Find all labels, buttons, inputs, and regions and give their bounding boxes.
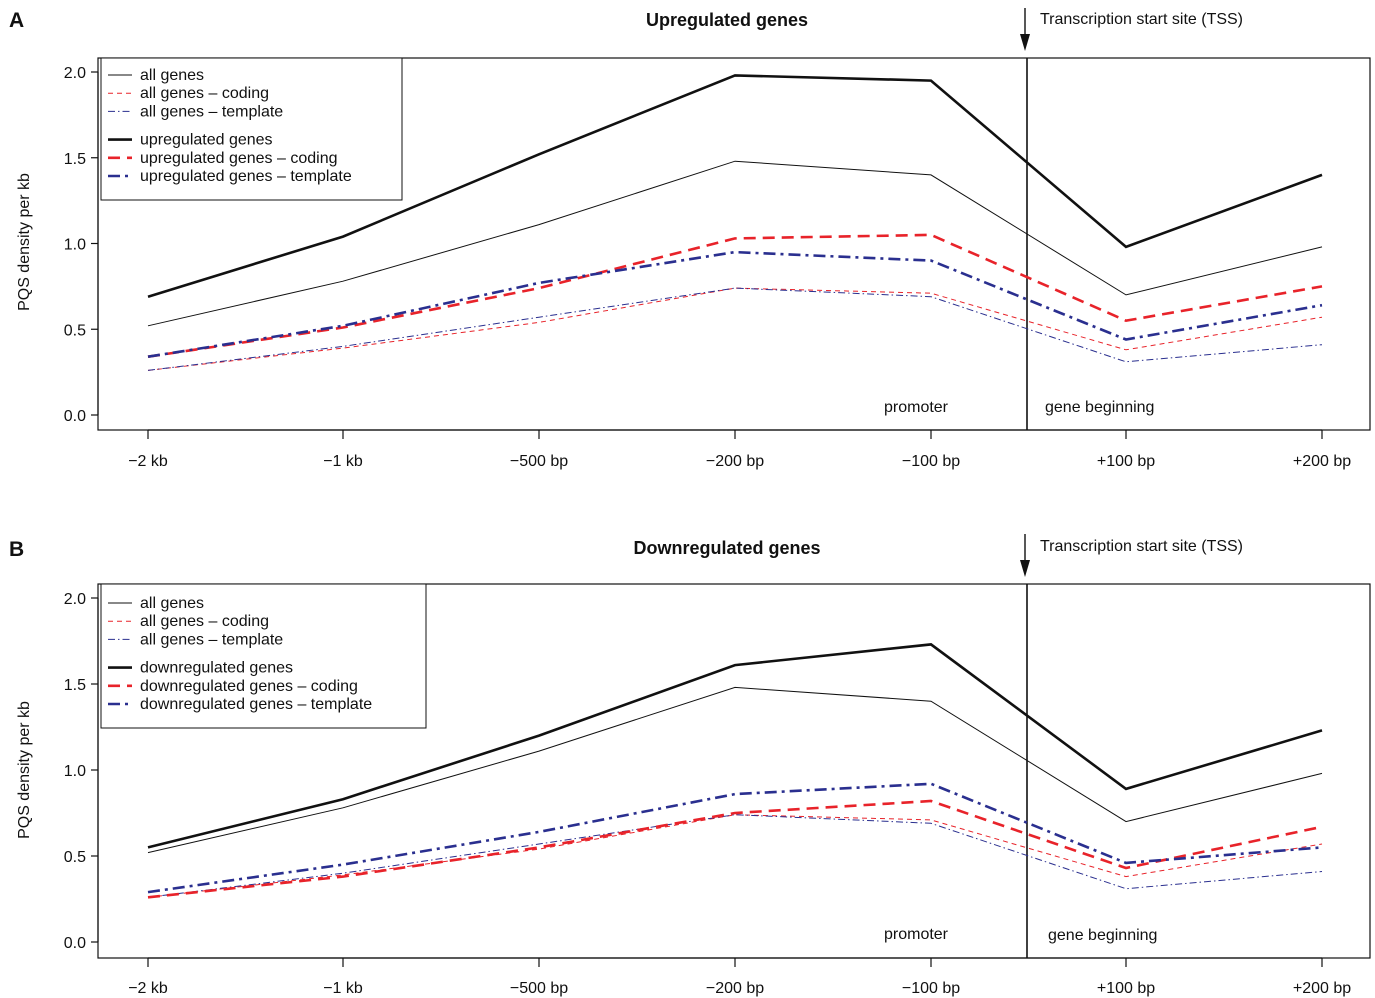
series-line [147,287,1323,371]
series-line [147,74,1323,298]
x-tick-label: −2 kb [128,980,168,997]
x-tick-label: −500 bp [510,980,568,997]
y-tick-label: 1.0 [64,237,86,254]
x-tick-label: −2 kb [128,453,168,470]
panel-b: B Downregulated genes PQS density per kb… [9,534,1371,997]
legend-label: downregulated genes [140,660,293,677]
y-tick-label: 1.5 [64,151,86,168]
x-tick-label: −1 kb [323,453,363,470]
y-tick-label: 2.0 [64,65,86,82]
legend-label: upregulated genes – template [140,168,352,185]
gene-beginning-label: gene beginning [1048,927,1157,944]
legend-label: downregulated genes – template [140,696,372,713]
series-lines [147,643,1323,899]
x-tick-label: +100 bp [1097,980,1155,997]
y-tick-label: 1.5 [64,677,86,694]
panel-a: A Upregulated genes PQS density per kb 0… [9,8,1371,470]
y-tick-label: 0.5 [64,849,86,866]
y-axis: 0.0 0.5 1.0 1.5 2.0 [64,591,99,952]
y-tick-label: 1.0 [64,763,86,780]
gene-beginning-label: gene beginning [1045,399,1154,416]
promoter-label: promoter [884,399,949,416]
series-line [147,814,1323,898]
chart-title: Upregulated genes [646,10,808,30]
legend-label: all genes – template [140,631,283,648]
promoter-label: promoter [884,926,949,943]
series-line [147,160,1323,327]
tss-arrow-icon [1020,560,1030,577]
y-axis-label: PQS density per kb [16,701,33,839]
legend-label: all genes – coding [140,85,269,102]
legend-label: all genes – coding [140,613,269,630]
tss-arrow-icon [1020,34,1030,51]
series-lines [147,74,1323,371]
series-line [147,233,1323,358]
panel-letter: B [9,538,24,561]
series-line [147,782,1323,894]
y-tick-label: 0.0 [64,408,86,425]
y-axis: 0.0 0.5 1.0 1.5 2.0 [64,65,99,425]
legend-label: upregulated genes – coding [140,150,338,167]
legend-label: all genes [140,595,204,612]
y-tick-label: 2.0 [64,591,86,608]
y-axis-label: PQS density per kb [16,173,33,311]
x-axis: −2 kb −1 kb −500 bp −200 bp −100 bp +100 bp +2… [128,957,1351,997]
chart-title: Downregulated genes [633,538,820,558]
tss-label: Transcription start site (TSS) [1040,11,1243,28]
legend-label: upregulated genes [140,132,273,149]
x-tick-label: −100 bp [902,980,960,997]
x-tick-label: −200 bp [706,453,764,470]
legend-box [100,583,427,729]
x-axis: −2 kb −1 kb −500 bp −200 bp −100 bp +100 bp +2… [128,429,1351,470]
x-tick-label: +200 bp [1293,980,1351,997]
series-line [147,814,1323,898]
legend-box [100,57,403,201]
panel-letter: A [9,9,24,32]
legend-label: all genes [140,67,204,84]
x-tick-label: −1 kb [323,980,363,997]
x-tick-label: −200 bp [706,980,764,997]
series-line [147,250,1323,358]
series-line [147,686,1323,854]
series-line [147,799,1323,899]
x-tick-label: −500 bp [510,453,568,470]
x-tick-label: +200 bp [1293,453,1351,470]
legend-label: downregulated genes – coding [140,678,358,695]
tss-label: Transcription start site (TSS) [1040,538,1243,555]
legend-label: all genes – template [140,103,283,120]
series-line [147,643,1323,849]
y-tick-label: 0.5 [64,322,86,339]
y-tick-label: 0.0 [64,935,86,952]
x-tick-label: −100 bp [902,453,960,470]
x-tick-label: +100 bp [1097,453,1155,470]
